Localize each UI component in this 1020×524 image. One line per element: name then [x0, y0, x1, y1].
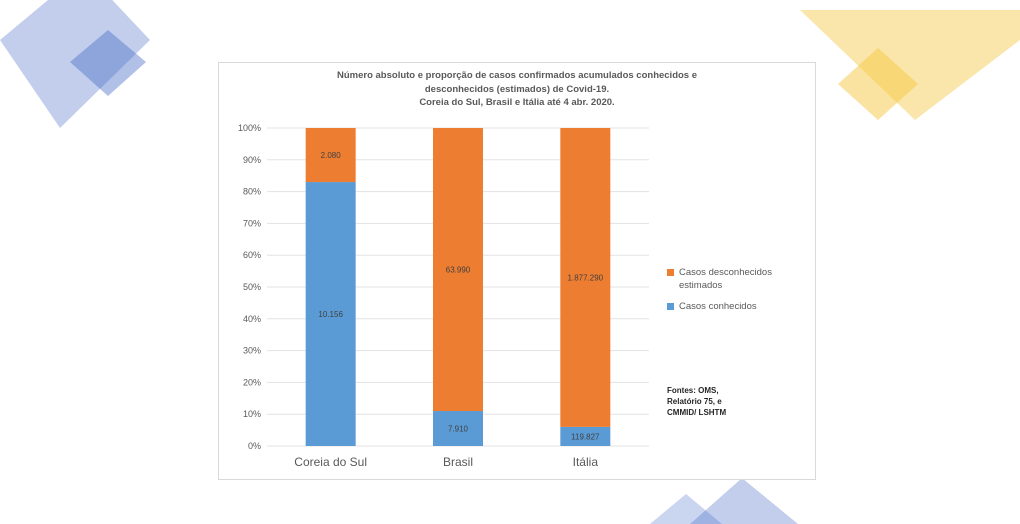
y-tick-label: 90% — [243, 155, 261, 165]
blue-diamond-large — [0, 0, 150, 128]
bar-segment-known — [560, 426, 611, 446]
legend-item-known: Casos conhecidos — [667, 300, 807, 313]
bar-segment-unknown — [305, 128, 356, 183]
legend-item-unknown: Casos desconhecidos estimados — [667, 266, 807, 292]
data-label: 7.910 — [448, 425, 469, 434]
x-category-label: Brasil — [443, 455, 473, 469]
y-tick-label: 30% — [243, 346, 261, 356]
data-label: 2.080 — [321, 151, 342, 160]
bar-segment-known — [305, 182, 356, 446]
legend-swatch-known — [667, 303, 674, 310]
blue-diamond-bottom-small — [650, 494, 722, 524]
legend-swatch-unknown — [667, 269, 674, 276]
data-label: 10.156 — [318, 310, 343, 319]
chart-title-line: Número absoluto e proporção de casos con… — [336, 70, 698, 81]
bar-segment-unknown — [433, 128, 483, 412]
y-tick-label: 0% — [248, 441, 261, 451]
legend: Casos desconhecidos estimados Casos conh… — [667, 266, 807, 321]
source-note: Fontes: OMS, Relatório 75, e CMMID/ LSHT… — [667, 386, 727, 417]
data-label: 119.827 — [571, 432, 600, 441]
y-tick-label: 100% — [238, 123, 261, 133]
bar-segment-known — [433, 411, 483, 446]
y-tick-label: 10% — [243, 409, 261, 419]
chart-title-line: Coreia do Sul, Brasil e Itália até 4 abr… — [419, 97, 615, 108]
yellow-diamond-small — [838, 48, 918, 120]
chart-title-line: desconhecidos (estimados) de Covid-19. — [424, 83, 610, 95]
blue-diamond-small — [70, 30, 146, 96]
data-label: 63.990 — [446, 266, 471, 275]
legend-label-unknown: Casos desconhecidos estimados — [679, 267, 772, 291]
y-tick-label: 60% — [243, 250, 261, 260]
plot-area: 0% 10% 20% 30% 40% 50% 60% 70% 80% 90% 100% 10.156 2… — [238, 123, 649, 469]
blue-diamond-bottom-large — [690, 478, 798, 524]
data-label: 1.877.290 — [568, 273, 604, 282]
x-category-label: Itália — [573, 455, 599, 469]
y-tick-label: 20% — [243, 377, 261, 387]
y-tick-label: 40% — [243, 314, 261, 324]
y-tick-label: 50% — [243, 282, 261, 292]
x-category-label: Coreia do Sul — [294, 455, 367, 469]
y-tick-label: 70% — [243, 218, 261, 228]
chart-frame: Número absoluto e proporção de casos con… — [218, 62, 816, 480]
y-tick-label: 80% — [243, 187, 261, 197]
chart-title: Número absoluto e proporção de casos con… — [219, 69, 815, 110]
legend-label-known: Casos conhecidos — [679, 301, 757, 312]
yellow-diamond-large — [800, 10, 1020, 120]
bar-segment-unknown — [560, 128, 611, 427]
